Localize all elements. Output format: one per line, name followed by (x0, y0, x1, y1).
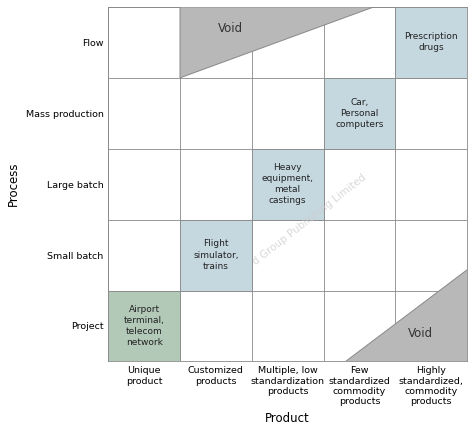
Text: Void: Void (408, 327, 433, 340)
Text: Prescription
drugs: Prescription drugs (404, 32, 458, 52)
Text: Flight
simulator,
trains: Flight simulator, trains (193, 239, 238, 271)
Bar (180, 219, 252, 291)
Y-axis label: Process: Process (7, 162, 20, 206)
Bar (108, 291, 180, 362)
Bar (324, 78, 395, 149)
Text: Airport
terminal,
telecom
network: Airport terminal, telecom network (124, 305, 164, 347)
Text: Void: Void (218, 22, 243, 35)
Polygon shape (345, 269, 467, 362)
X-axis label: Product: Product (265, 412, 310, 425)
Text: d Group Publishing Limited: d Group Publishing Limited (251, 172, 368, 267)
Polygon shape (180, 7, 374, 78)
Bar (252, 149, 324, 219)
Text: Car,
Personal
computers: Car, Personal computers (335, 98, 383, 129)
Text: Heavy
equipment,
metal
castings: Heavy equipment, metal castings (262, 163, 314, 205)
Bar (395, 7, 467, 78)
